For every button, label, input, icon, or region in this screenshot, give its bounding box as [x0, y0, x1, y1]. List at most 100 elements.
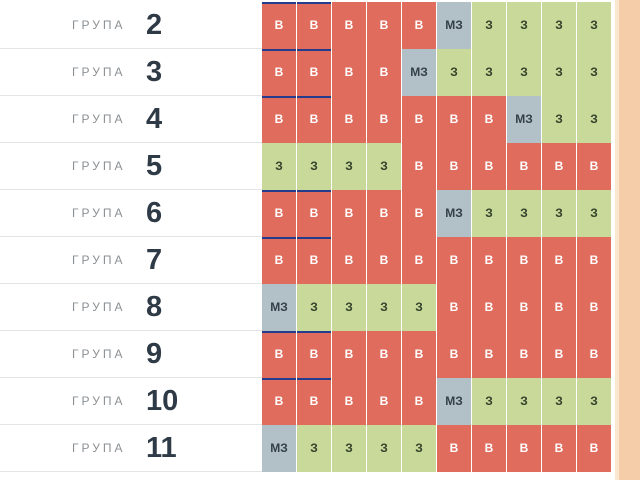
group-label: ГРУПА 4	[0, 96, 262, 143]
schedule-cell: В	[332, 2, 367, 49]
group-word: ГРУПА	[72, 300, 126, 314]
schedule-cell: МЗ	[437, 378, 472, 425]
group-label: ГРУПА 10	[0, 378, 262, 425]
schedule-cell: З	[507, 190, 542, 237]
group-number: 9	[146, 338, 163, 370]
group-label: ГРУПА 3	[0, 49, 262, 96]
schedule-cell: З	[332, 284, 367, 331]
schedule-cell: В	[367, 96, 402, 143]
schedule-cell: В	[402, 378, 437, 425]
schedule-cell: В	[297, 49, 332, 96]
group-row: ГРУПА 2 В В В В В МЗ З З З З	[0, 2, 640, 49]
group-label: ГРУПА 9	[0, 331, 262, 378]
group-word: ГРУПА	[72, 394, 126, 408]
schedule-cell: З	[367, 284, 402, 331]
schedule-cell: В	[507, 143, 542, 190]
schedule-cell: В	[507, 425, 542, 472]
schedule-cell: В	[472, 96, 507, 143]
schedule-cell: В	[507, 284, 542, 331]
schedule-cell: З	[577, 378, 612, 425]
group-word: ГРУПА	[72, 347, 126, 361]
schedule-cell: В	[262, 378, 297, 425]
schedule-cell: МЗ	[402, 49, 437, 96]
schedule-cell: З	[402, 425, 437, 472]
schedule-cell: В	[542, 143, 577, 190]
group-label: ГРУПА 11	[0, 425, 262, 472]
schedule-cell: В	[262, 96, 297, 143]
group-word: ГРУПА	[72, 253, 126, 267]
schedule-cell: В	[367, 237, 402, 284]
schedule-cell: В	[367, 190, 402, 237]
schedule-cell: В	[367, 331, 402, 378]
schedule-cell: В	[437, 96, 472, 143]
schedule-cell: В	[297, 190, 332, 237]
group-number: 2	[146, 9, 163, 41]
schedule-cell: З	[577, 96, 612, 143]
schedule-cell: З	[262, 143, 297, 190]
group-word: ГРУПА	[72, 441, 126, 455]
schedule-cell: З	[577, 49, 612, 96]
schedule-cell: В	[262, 190, 297, 237]
schedule-cell: В	[297, 237, 332, 284]
schedule-cell: В	[297, 2, 332, 49]
schedule-cell: В	[437, 425, 472, 472]
schedule-cell: З	[332, 143, 367, 190]
schedule-cell: З	[577, 2, 612, 49]
schedule-cell: В	[437, 284, 472, 331]
group-row: ГРУПА 10 В В В В В МЗ З З З З	[0, 378, 640, 425]
group-label: ГРУПА 5	[0, 143, 262, 190]
schedule-cell: В	[262, 49, 297, 96]
schedule-cell: В	[577, 143, 612, 190]
schedule-cell: МЗ	[437, 2, 472, 49]
schedule-cell: В	[507, 331, 542, 378]
schedule-cell: В	[437, 237, 472, 284]
schedule-cell: В	[262, 2, 297, 49]
schedule-cell: З	[472, 49, 507, 96]
group-word: ГРУПА	[72, 65, 126, 79]
schedule-cell: З	[472, 2, 507, 49]
schedule-cell: МЗ	[507, 96, 542, 143]
schedule-cell: МЗ	[262, 425, 297, 472]
schedule-cell: З	[297, 284, 332, 331]
schedule-cell: З	[367, 425, 402, 472]
group-word: ГРУПА	[72, 159, 126, 173]
group-row: ГРУПА 11 МЗ З З З З В В В В В	[0, 425, 640, 472]
schedule-cell: З	[472, 378, 507, 425]
group-number: 4	[146, 103, 163, 135]
schedule-cell: В	[402, 96, 437, 143]
group-word: ГРУПА	[72, 206, 126, 220]
group-label: ГРУПА 6	[0, 190, 262, 237]
schedule-cell: В	[437, 143, 472, 190]
schedule-cell: В	[402, 331, 437, 378]
schedule-cell: З	[297, 143, 332, 190]
schedule-cell: В	[577, 425, 612, 472]
schedule-cell: В	[472, 425, 507, 472]
schedule-cell: В	[297, 378, 332, 425]
schedule-cell: З	[542, 378, 577, 425]
schedule-cell: В	[472, 237, 507, 284]
schedule-cell: В	[542, 284, 577, 331]
schedule-cell: В	[472, 331, 507, 378]
schedule-cell: В	[367, 378, 402, 425]
schedule-cell: В	[577, 331, 612, 378]
group-number: 5	[146, 150, 163, 182]
schedule-cell: В	[577, 284, 612, 331]
schedule-cell: З	[367, 143, 402, 190]
group-number: 3	[146, 56, 163, 88]
schedule-cell: З	[542, 96, 577, 143]
schedule-cell: В	[332, 190, 367, 237]
schedule-cell: В	[262, 331, 297, 378]
schedule-cell: З	[402, 284, 437, 331]
schedule-cell: З	[472, 190, 507, 237]
schedule-cell: В	[542, 331, 577, 378]
schedule-cell: В	[332, 96, 367, 143]
schedule-cell: В	[577, 237, 612, 284]
group-word: ГРУПА	[72, 18, 126, 32]
schedule-cell: В	[332, 378, 367, 425]
schedule-cell: З	[507, 378, 542, 425]
schedule-cell: В	[402, 2, 437, 49]
schedule-cell: В	[472, 284, 507, 331]
schedule-cell: З	[507, 2, 542, 49]
schedule-cell: В	[332, 237, 367, 284]
